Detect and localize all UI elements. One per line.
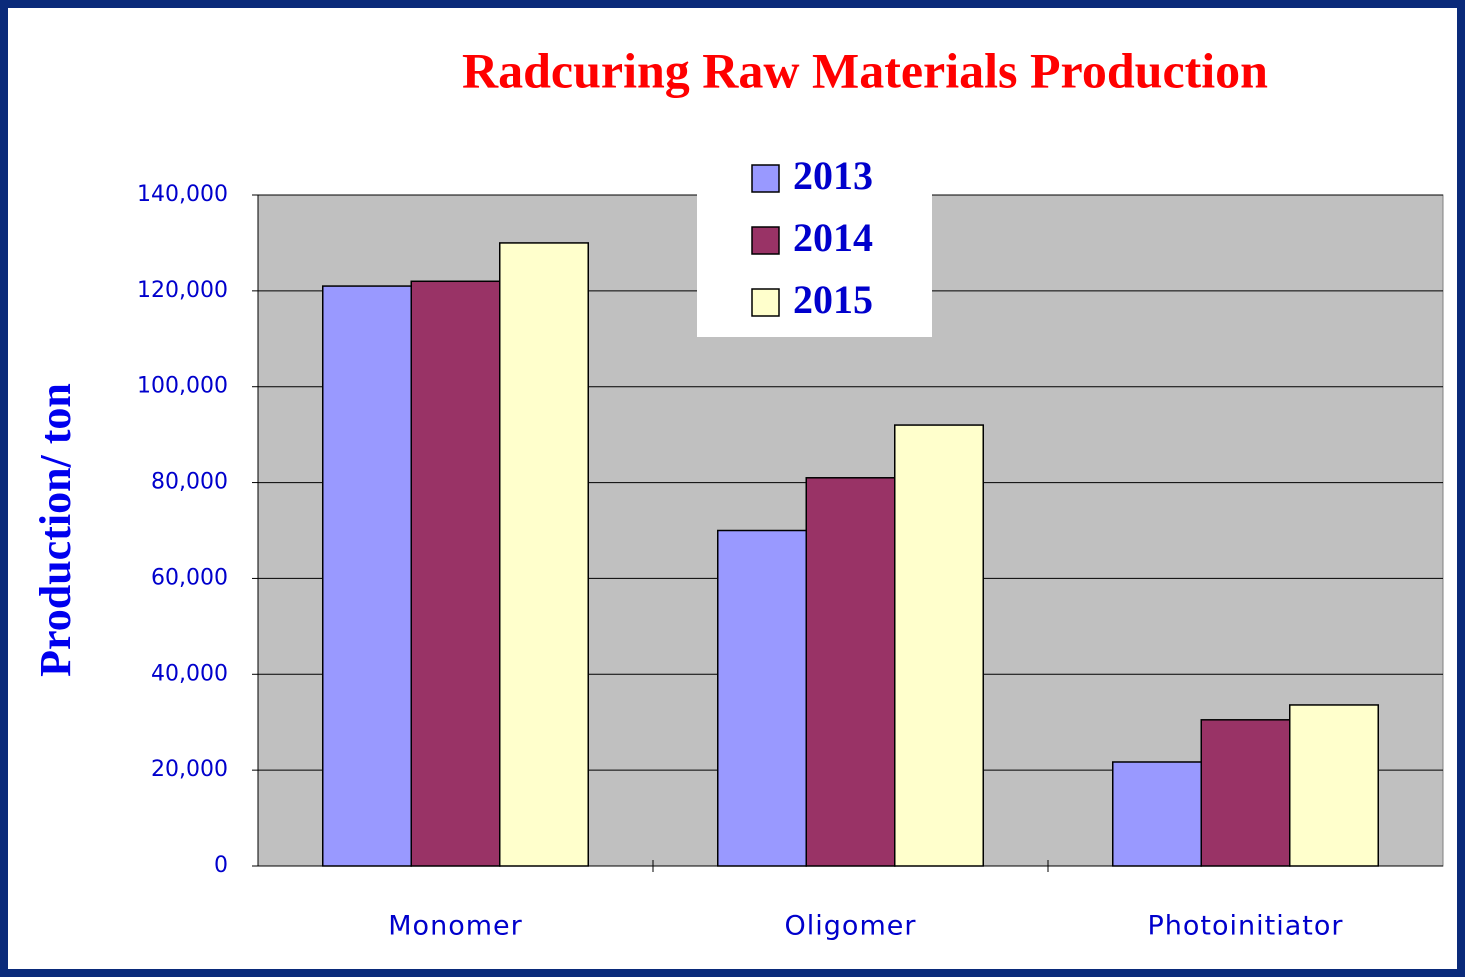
legend-swatch (751, 288, 780, 317)
x-tick-label: Photoinitiator (1148, 911, 1344, 942)
bar (717, 529, 807, 867)
bar (805, 477, 896, 867)
legend-label: 2014 (793, 215, 873, 260)
y-tick-label: 0 (214, 853, 228, 878)
bar (322, 285, 412, 867)
y-tick-label: 60,000 (151, 565, 228, 590)
bar (894, 424, 984, 867)
y-axis-label: Production/ ton (31, 383, 80, 677)
y-tick-label: 120,000 (137, 278, 228, 303)
bar (410, 280, 501, 867)
bar (1200, 719, 1291, 867)
y-tick-label: 100,000 (137, 374, 228, 399)
legend-swatch (751, 164, 780, 193)
y-tick-label: 40,000 (151, 661, 228, 686)
legend-box (697, 155, 932, 337)
y-tick-label: 20,000 (151, 757, 228, 782)
y-tick-label: 140,000 (137, 182, 228, 207)
legend-label: 2013 (793, 153, 873, 198)
bar (499, 242, 589, 867)
bar (1289, 704, 1379, 867)
x-tick-label: Monomer (388, 911, 522, 942)
x-tick-label: Oligomer (785, 911, 917, 942)
bar (1112, 761, 1202, 867)
legend-swatch (751, 226, 780, 255)
y-tick-label: 80,000 (151, 470, 228, 495)
chart-title: Radcuring Raw Materials Production (462, 42, 1268, 98)
legend-label: 2015 (793, 277, 873, 322)
